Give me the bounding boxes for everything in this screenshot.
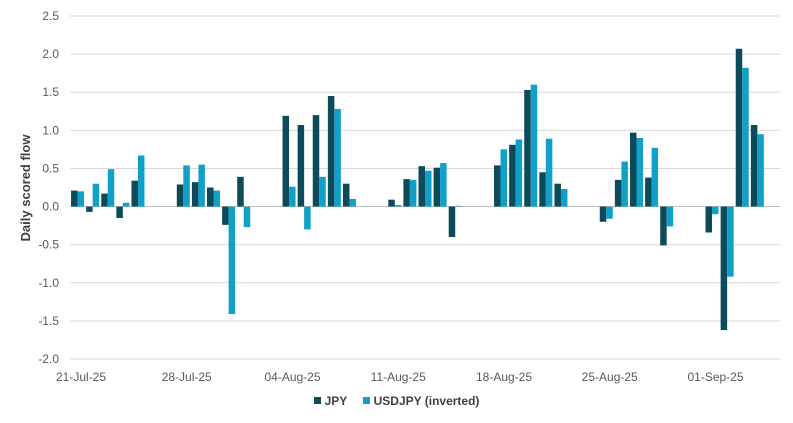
legend-swatch-usdjpy	[362, 397, 370, 404]
bar-jpy-07-Aug-25	[327, 96, 335, 207]
bar-jpy-03-Sep-25	[735, 48, 743, 207]
bar-jpy-30-Jul-25	[207, 187, 214, 207]
bar-usdjpy-14-Aug-25	[440, 163, 447, 207]
bar-usdjpy-25-Aug-25	[606, 206, 613, 219]
x-axis-ticks: 21-Jul-25 28-Jul-25 04-Aug-25 11-Aug-25 18-A…	[56, 370, 744, 384]
y-tick-label: -0.5	[38, 238, 59, 252]
y-tick-label: 0.5	[42, 161, 59, 175]
bar-usdjpy-12-Aug-25	[409, 179, 417, 207]
bar-jpy-21-Aug-25	[539, 172, 546, 207]
bar-usdjpy-01-Sep-25	[712, 206, 719, 215]
x-tick-label: 25-Aug-25	[582, 370, 638, 384]
y-axis-ticks: 2.5 2.0 1.5 1.0 0.5 0.0 -0.5 -1.0 -1.5 -2.0	[38, 9, 59, 366]
bar-usdjpy-18-Aug-25	[500, 149, 508, 207]
bar-jpy-23-Jul-25	[101, 193, 108, 207]
x-tick-label: 11-Aug-25	[371, 370, 426, 384]
y-tick-label: -2.0	[38, 352, 59, 366]
y-tick-label: -1.0	[38, 276, 59, 290]
bar-usdjpy-23-Jul-25	[107, 169, 115, 207]
bar-usdjpy-01-Aug-25	[243, 206, 251, 228]
bar-jpy-26-Aug-25	[614, 179, 622, 207]
y-axis-label: Daily scored flow	[18, 134, 33, 242]
bar-jpy-22-Aug-25	[554, 183, 561, 207]
bar-jpy-04-Aug-25	[282, 115, 290, 207]
bar-jpy-25-Jul-25	[131, 180, 138, 207]
bar-usdjpy-06-Aug-25	[319, 176, 326, 207]
bar-jpy-19-Aug-25	[509, 144, 516, 207]
y-tick-label: 1.5	[42, 85, 59, 99]
x-tick-label: 28-Jul-25	[162, 370, 212, 384]
bar-usdjpy-13-Aug-25	[425, 170, 432, 207]
bar-usdjpy-22-Aug-25	[560, 189, 568, 207]
bar-usdjpy-03-Sep-25	[742, 67, 749, 207]
y-tick-label: 1.0	[42, 123, 59, 137]
bar-usdjpy-29-Aug-25	[666, 206, 674, 227]
bar-usdjpy-24-Jul-25	[122, 202, 130, 207]
y-tick-label: -1.5	[38, 314, 59, 328]
y-tick-label: 0.0	[42, 200, 59, 214]
bar-usdjpy-08-Aug-25	[349, 198, 356, 207]
bar-usdjpy-21-Aug-25	[545, 138, 553, 207]
x-tick-label: 04-Aug-25	[264, 370, 320, 384]
legend-label-usdjpy: USDJPY (inverted)	[373, 393, 480, 408]
bar-jpy-22-Jul-25	[86, 206, 93, 212]
bar-jpy-21-Jul-25	[71, 190, 78, 207]
bar-usdjpy-19-Aug-25	[515, 139, 523, 207]
legend-label-jpy: JPY	[324, 393, 348, 408]
legend: JPY USDJPY (inverted)	[0, 393, 793, 408]
bar-usdjpy-31-Jul-25	[228, 206, 236, 315]
y-tick-label: 2.0	[42, 47, 59, 61]
bar-jpy-25-Aug-25	[599, 206, 607, 222]
bar-jpy-14-Aug-25	[433, 167, 441, 207]
y-tick-label: 2.5	[42, 9, 59, 23]
bar-jpy-01-Aug-25	[237, 176, 244, 207]
bar-usdjpy-05-Aug-25	[304, 206, 311, 230]
x-tick-label: 01-Sep-25	[687, 370, 743, 384]
bar-usdjpy-28-Jul-25	[183, 165, 190, 207]
bar-jpy-06-Aug-25	[312, 115, 320, 207]
x-tick-label: 18-Aug-25	[476, 370, 532, 384]
bar-jpy-24-Jul-25	[116, 206, 123, 218]
bar-usdjpy-22-Jul-25	[92, 183, 100, 207]
legend-swatch-jpy	[313, 397, 321, 404]
bars	[71, 48, 764, 331]
bar-usdjpy-30-Jul-25	[213, 190, 221, 207]
bar-jpy-18-Aug-25	[494, 165, 501, 207]
bar-usdjpy-27-Aug-25	[636, 137, 643, 207]
bar-jpy-08-Aug-25	[342, 183, 350, 207]
bar-usdjpy-29-Jul-25	[198, 164, 205, 207]
legend-item-jpy: JPY	[313, 393, 348, 408]
bar-jpy-04-Sep-25	[750, 125, 758, 207]
bar-usdjpy-02-Sep-25	[727, 206, 734, 277]
bar-jpy-15-Aug-25	[448, 206, 456, 238]
bar-usdjpy-04-Aug-25	[289, 186, 296, 207]
bar-usdjpy-04-Sep-25	[757, 134, 764, 207]
bar-usdjpy-20-Aug-25	[530, 84, 538, 207]
bar-jpy-27-Aug-25	[629, 132, 637, 207]
bar-usdjpy-15-Aug-25	[455, 205, 462, 207]
bar-usdjpy-28-Aug-25	[651, 147, 659, 207]
bar-usdjpy-26-Aug-25	[621, 161, 628, 207]
bar-jpy-05-Aug-25	[297, 125, 305, 207]
bar-jpy-31-Jul-25	[222, 206, 229, 225]
bar-jpy-28-Aug-25	[645, 177, 652, 207]
bar-usdjpy-11-Aug-25	[394, 205, 402, 207]
bar-usdjpy-21-Jul-25	[77, 191, 85, 207]
bar-jpy-01-Sep-25	[705, 206, 713, 233]
bar-jpy-13-Aug-25	[418, 166, 425, 207]
x-tick-label: 21-Jul-25	[56, 370, 106, 384]
bar-jpy-28-Jul-25	[176, 184, 184, 207]
bar-jpy-20-Aug-25	[524, 89, 531, 207]
bar-jpy-12-Aug-25	[403, 179, 410, 207]
bar-jpy-29-Aug-25	[660, 206, 667, 246]
legend-item-usdjpy: USDJPY (inverted)	[362, 393, 480, 408]
bar-jpy-02-Sep-25	[720, 206, 728, 331]
bar-usdjpy-25-Jul-25	[137, 155, 145, 207]
bar-usdjpy-07-Aug-25	[334, 108, 341, 207]
bar-jpy-11-Aug-25	[388, 199, 395, 207]
bar-jpy-29-Jul-25	[191, 182, 199, 207]
